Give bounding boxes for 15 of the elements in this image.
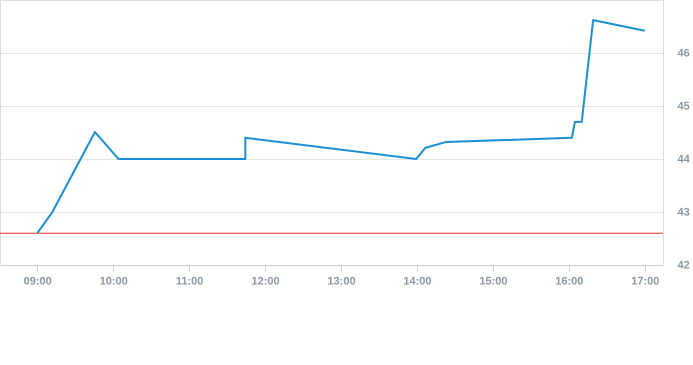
y-tick-label: 44 <box>678 154 691 166</box>
y-tick-label: 43 <box>678 206 690 218</box>
x-tick-label: 09:00 <box>24 276 52 288</box>
x-tick-label: 13:00 <box>327 276 356 288</box>
x-tick-label: 10:00 <box>100 276 128 288</box>
x-tick-label: 16:00 <box>555 276 584 288</box>
line-series <box>36 19 646 234</box>
x-tick-label: 17:00 <box>631 276 660 288</box>
x-tick-label: 11:00 <box>176 276 204 288</box>
x-tick-label: 12:00 <box>251 276 280 288</box>
y-tick-label: 42 <box>678 260 690 272</box>
y-tick-label: 46 <box>678 48 690 60</box>
x-tick-label: 14:00 <box>403 276 432 288</box>
x-tick-label: 15:00 <box>479 276 508 288</box>
y-tick-label: 45 <box>678 100 690 112</box>
